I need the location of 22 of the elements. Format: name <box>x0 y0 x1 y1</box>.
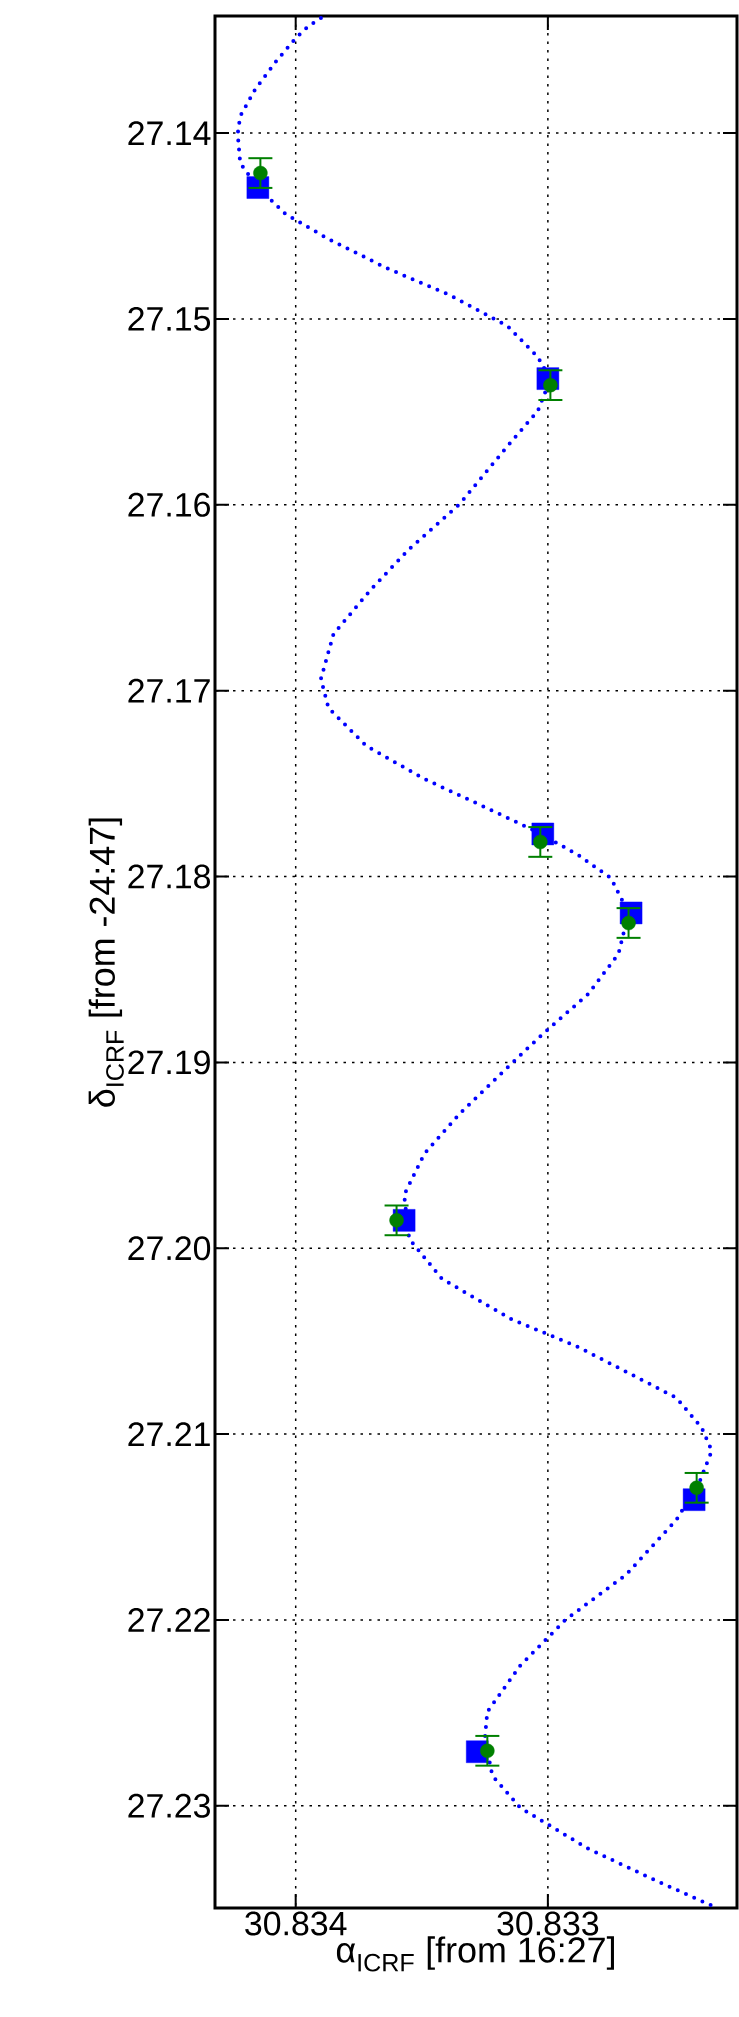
point <box>533 834 548 850</box>
y-tick-label: 27.19 <box>128 1050 210 1075</box>
x-axis-title: α$_{ICRF}$ [from 16:27] <box>336 1936 614 1972</box>
x-tick-label: 30.834 <box>245 1911 347 1936</box>
point <box>480 1743 495 1758</box>
point <box>253 165 268 181</box>
x-tick-label: 30.833 <box>497 1911 599 1936</box>
y-tick-label: 27.20 <box>128 1236 211 1261</box>
y-tick-label: 27.16 <box>128 492 210 517</box>
y-tick-label: 27.14 <box>128 121 211 145</box>
y-tick-label: 27.18 <box>128 864 210 889</box>
point <box>389 1213 404 1228</box>
y-tick-label: 27.21 <box>128 1422 210 1446</box>
y-tick-label: 27.22 <box>128 1608 210 1632</box>
point <box>621 915 636 931</box>
y-axis-title: δ$_{ICRF}$ [from -24:47] <box>88 818 124 1107</box>
y-tick-label: 27.15 <box>128 306 211 331</box>
point <box>543 377 558 393</box>
point <box>689 1480 704 1495</box>
line-series <box>235 16 714 1908</box>
y-tick-label: 27.17 <box>128 678 210 703</box>
y-tick-label: 27.23 <box>128 1793 210 1818</box>
